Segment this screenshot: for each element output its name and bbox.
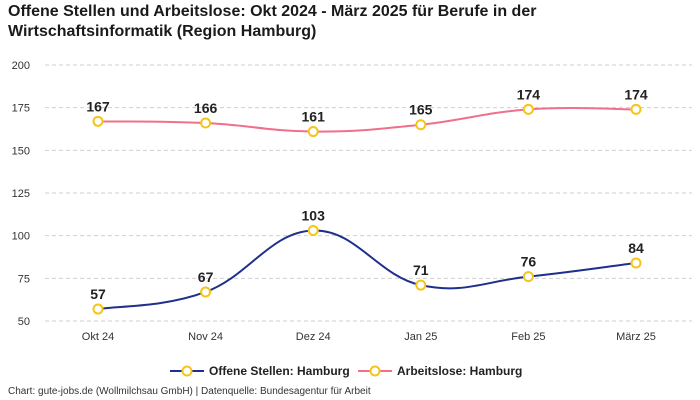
data-label-arbeitslose: 161 [302, 109, 326, 125]
y-tick-label: 100 [12, 231, 30, 243]
series-line-arbeitslose [97, 107, 637, 133]
source-note: Chart: gute-jobs.de (Wollmilchsau GmbH) … [8, 386, 371, 397]
x-tick-label: Okt 24 [82, 331, 114, 343]
x-tick-label: März 25 [616, 331, 656, 343]
data-label-arbeitslose: 166 [194, 100, 218, 116]
data-point-offene-stellen[interactable] [200, 286, 212, 298]
legend[interactable]: Offene Stellen: Hamburg Arbeitslose: Hamb… [170, 364, 522, 378]
y-tick-label: 75 [18, 273, 30, 285]
data-point-offene-stellen[interactable] [92, 303, 104, 315]
y-tick-label: 50 [18, 316, 30, 328]
y-axis: 50 75 100 125 150 175 200 [12, 60, 30, 328]
legend-marker-offene-stellen [181, 365, 193, 377]
legend-marker-arbeitslose [369, 365, 381, 377]
data-point-arbeitslose[interactable] [522, 103, 534, 115]
data-point-arbeitslose[interactable] [630, 103, 642, 115]
x-tick-label: Dez 24 [296, 331, 331, 343]
x-tick-label: Jan 25 [404, 331, 437, 343]
data-label-offene-stellen: 57 [90, 286, 106, 302]
x-axis: Okt 24 Nov 24 Dez 24 Jan 25 Feb 25 März 25 [82, 331, 656, 343]
data-label-arbeitslose: 174 [624, 86, 648, 102]
data-label-offene-stellen: 67 [198, 269, 214, 285]
data-point-arbeitslose[interactable] [307, 126, 319, 138]
data-label-offene-stellen: 84 [628, 240, 644, 256]
data-point-arbeitslose[interactable] [415, 119, 427, 131]
data-label-offene-stellen: 76 [521, 254, 537, 270]
legend-label-arbeitslose[interactable]: Arbeitslose: Hamburg [397, 364, 522, 378]
data-label-arbeitslose: 167 [86, 98, 110, 114]
chart-title: Offene Stellen und Arbeitslose: Okt 2024… [8, 3, 537, 40]
series-line-offene-stellen [97, 229, 637, 311]
data-label-arbeitslose: 165 [409, 102, 433, 118]
grid-lines [45, 64, 692, 322]
y-tick-label: 175 [12, 103, 30, 115]
series-group: 57 67 103 71 76 84 167 166 161 165 174 174 [86, 86, 648, 315]
data-point-offene-stellen[interactable] [630, 257, 642, 269]
data-point-offene-stellen[interactable] [415, 279, 427, 291]
data-label-arbeitslose: 174 [517, 86, 541, 102]
data-point-arbeitslose[interactable] [200, 117, 212, 129]
data-label-offene-stellen: 71 [413, 262, 429, 278]
legend-label-offene-stellen[interactable]: Offene Stellen: Hamburg [209, 364, 350, 378]
data-point-offene-stellen[interactable] [522, 271, 534, 283]
data-point-offene-stellen[interactable] [307, 225, 319, 237]
x-tick-label: Feb 25 [511, 331, 545, 343]
data-label-offene-stellen: 103 [302, 208, 326, 224]
x-tick-label: Nov 24 [188, 331, 223, 343]
y-tick-label: 200 [12, 60, 30, 72]
y-tick-label: 150 [12, 145, 30, 157]
data-point-arbeitslose[interactable] [92, 115, 104, 127]
y-tick-label: 125 [12, 188, 30, 200]
